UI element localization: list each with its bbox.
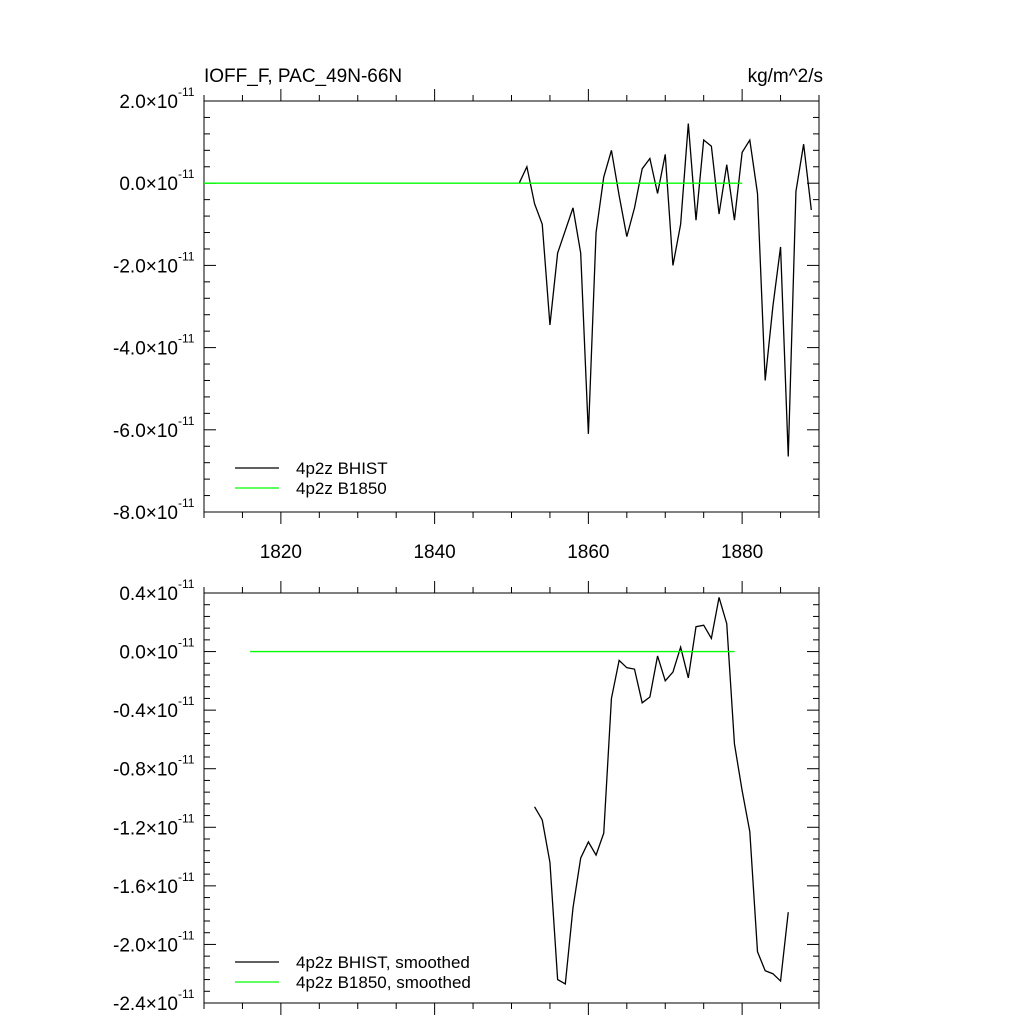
legend-label: 4p2z B1850 [296, 479, 387, 498]
y-tick-label: -8.0×10 [113, 503, 178, 524]
y-tick-label: 0.4×10 [119, 584, 178, 605]
y-tick-label: -0.4×10 [113, 701, 178, 722]
y-tick-label: -2.4×10 [113, 994, 178, 1015]
plot-frame [203, 100, 820, 513]
y-tick-exponent: -11 [178, 332, 195, 346]
series-line-bhist [533, 597, 789, 986]
top-panel: IOFF_F, PAC_49N-66N kg/m^2/s 1820 1840 186… [113, 66, 823, 563]
y-tick-label: -1.2×10 [113, 818, 178, 839]
bottom-panel: -2.4×10 -11-2.0×10 -11-1.6×10 -11-1.2×10 -11… [113, 577, 820, 1015]
y-tick-label: -2.0×10 [113, 256, 178, 277]
legend-label: 4p2z B1850, smoothed [296, 973, 471, 992]
x-tick-label: 1860 [567, 542, 609, 563]
y-tick-exponent: -11 [178, 753, 195, 767]
y-tick-exponent: -11 [178, 694, 195, 708]
y-tick-label: -0.8×10 [113, 760, 178, 781]
y-tick-exponent: -11 [178, 496, 195, 510]
y-tick-label: 0.0×10 [119, 174, 178, 195]
x-tick-label: 1840 [413, 542, 455, 563]
x-tick-label: 1880 [721, 542, 763, 563]
y-tick-label: -2.0×10 [113, 935, 178, 956]
y-tick-label: -6.0×10 [113, 421, 178, 442]
y-tick-label: -4.0×10 [113, 339, 178, 360]
units-label: kg/m^2/s [748, 66, 823, 87]
y-tick-exponent: -11 [178, 811, 195, 825]
y-tick-exponent: -11 [178, 577, 195, 591]
y-tick-exponent: -11 [178, 870, 195, 884]
series-line-bhist [518, 123, 812, 457]
y-tick-label: -1.6×10 [113, 877, 178, 898]
legend-label: 4p2z BHIST [296, 459, 388, 478]
y-tick-label: 0.0×10 [119, 643, 178, 664]
plot-frame [203, 592, 820, 1004]
y-tick-exponent: -11 [178, 167, 195, 181]
panel-title: IOFF_F, PAC_49N-66N [204, 66, 402, 87]
y-tick-exponent: -11 [178, 636, 195, 650]
y-tick-exponent: -11 [178, 414, 195, 428]
x-tick-label: 1820 [260, 542, 302, 563]
y-tick-exponent: -11 [178, 987, 195, 1001]
y-tick-label: 2.0×10 [119, 92, 178, 113]
y-tick-exponent: -11 [178, 249, 195, 263]
legend-label: 4p2z BHIST, smoothed [296, 953, 470, 972]
y-tick-exponent: -11 [178, 928, 195, 942]
y-tick-exponent: -11 [178, 85, 195, 99]
